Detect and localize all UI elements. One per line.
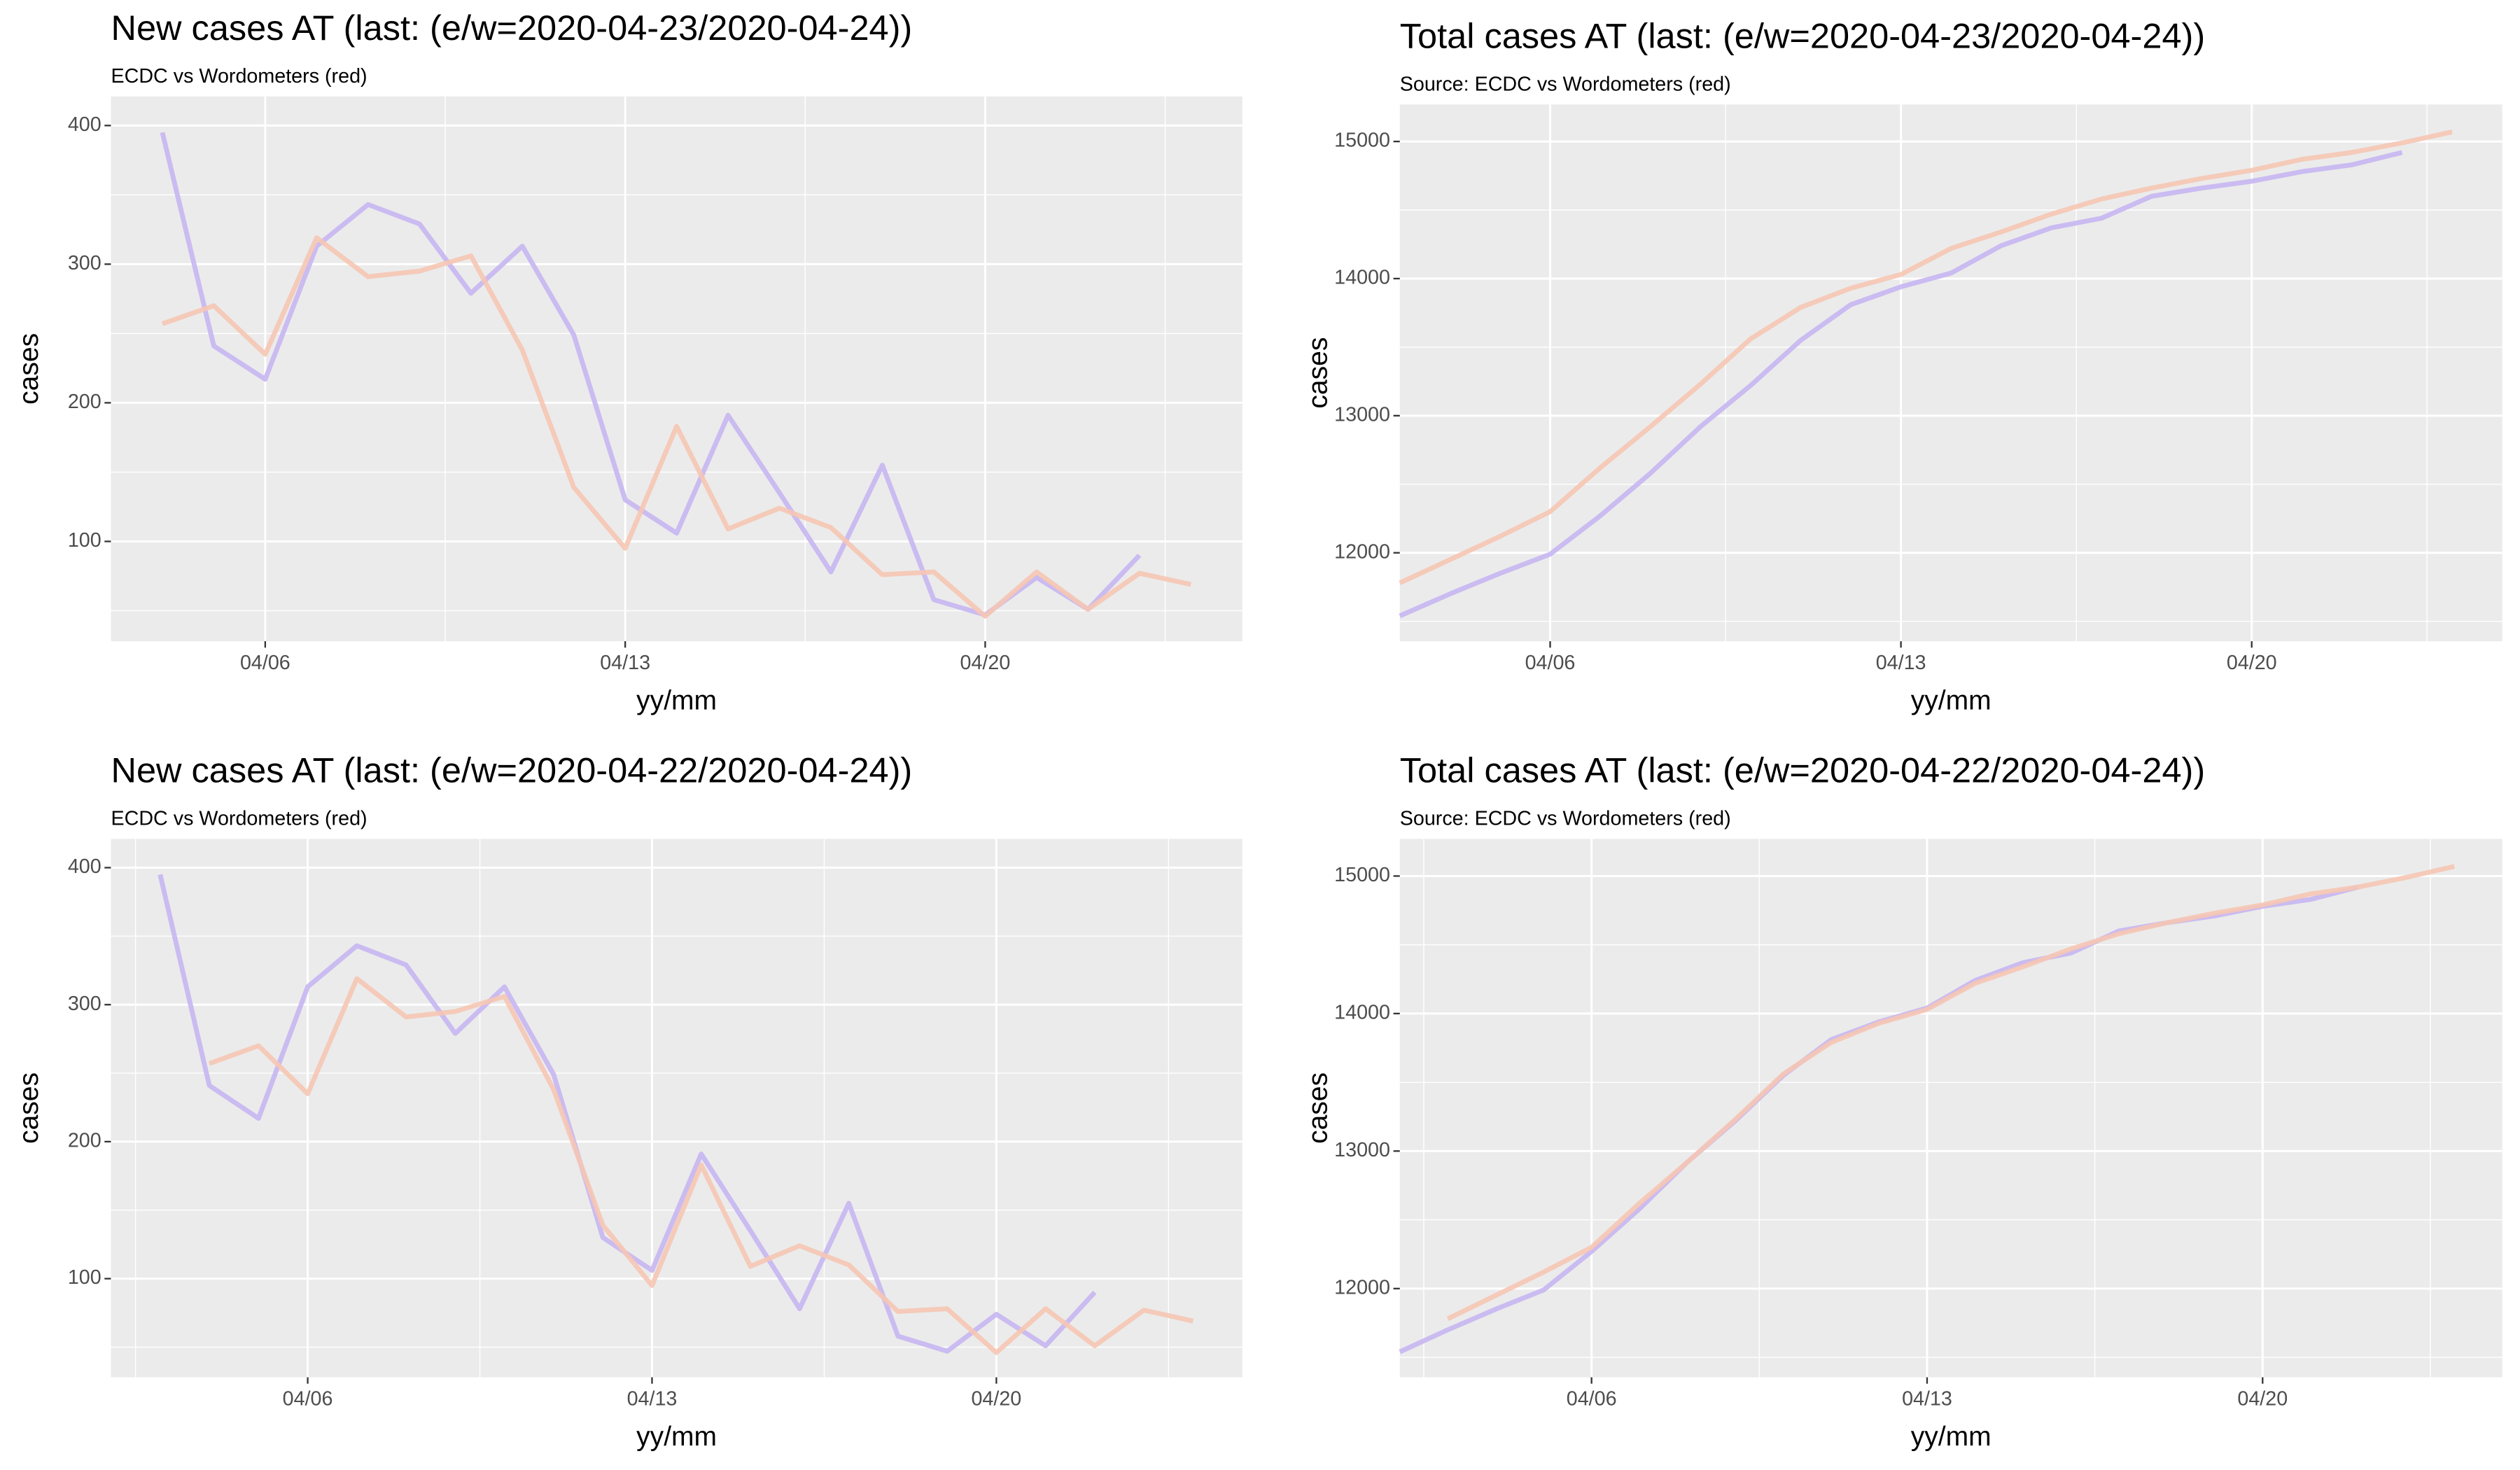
series-line — [161, 235, 1192, 619]
y-tick-label: 12000 — [1334, 1276, 1390, 1298]
y-tick-label: 300 — [68, 993, 102, 1015]
series-line — [1446, 864, 2455, 1322]
chart-title: Total cases AT (last: (e/w=2020-04-22/20… — [1400, 750, 2205, 790]
y-axis-label: cases — [1303, 1072, 1333, 1144]
y-tick-label: 14000 — [1334, 267, 1390, 289]
panel — [111, 839, 1242, 1378]
y-tick-label: 200 — [68, 1130, 102, 1152]
x-tick-label: 04/06 — [240, 652, 290, 674]
x-tick-label: 04/13 — [600, 652, 650, 674]
x-tick-label: 04/20 — [971, 1387, 1021, 1410]
y-tick-label: 100 — [68, 529, 102, 552]
y-tick-label: 14000 — [1334, 1001, 1390, 1023]
series-line — [160, 132, 1142, 617]
y-tick-label: 300 — [68, 252, 102, 274]
series-line — [208, 976, 1194, 1355]
x-axis-label: yy/mm — [1911, 1422, 1991, 1452]
x-tick-label: 04/06 — [1567, 1387, 1617, 1410]
y-axis-label: cases — [1303, 337, 1333, 409]
y-tick-label: 12000 — [1334, 540, 1390, 563]
y-tick-label: 200 — [68, 391, 102, 413]
y-tick-label: 400 — [68, 113, 102, 136]
y-tick-label: 15000 — [1334, 864, 1390, 886]
series-line — [1399, 150, 2403, 618]
chart-title: New cases AT (last: (e/w=2020-04-22/2020… — [111, 750, 912, 790]
chart-subtitle: ECDC vs Wordometers (red) — [111, 65, 367, 88]
chart-title: Total cases AT (last: (e/w=2020-04-23/20… — [1400, 15, 2205, 55]
panel — [1399, 104, 2502, 642]
y-tick-label: 100 — [68, 1266, 102, 1289]
y-tick-label: 13000 — [1334, 403, 1390, 426]
x-tick-label: 04/20 — [2227, 652, 2277, 674]
series-line — [1399, 130, 2453, 585]
y-tick-label: 400 — [68, 855, 102, 878]
y-axis-label: cases — [14, 333, 44, 405]
panel — [111, 96, 1242, 642]
x-tick-label: 04/13 — [1902, 1387, 1952, 1410]
x-axis-label: yy/mm — [636, 1422, 717, 1452]
x-tick-label: 04/20 — [2237, 1387, 2288, 1410]
x-tick-label: 04/06 — [1525, 652, 1576, 674]
y-axis-label: cases — [14, 1072, 44, 1144]
chart-subtitle: Source: ECDC vs Wordometers (red) — [1400, 807, 1731, 830]
x-axis-label: yy/mm — [1911, 686, 1991, 716]
x-tick-label: 04/06 — [283, 1387, 333, 1410]
panel — [1399, 839, 2502, 1378]
y-tick-label: 15000 — [1334, 130, 1390, 152]
chart-title: New cases AT (last: (e/w=2020-04-23/2020… — [111, 8, 912, 48]
y-tick-label: 13000 — [1334, 1139, 1390, 1161]
x-axis-label: yy/mm — [636, 686, 717, 716]
x-tick-label: 04/13 — [1876, 652, 1926, 674]
x-tick-label: 04/13 — [627, 1387, 678, 1410]
x-tick-label: 04/20 — [960, 652, 1011, 674]
chart-subtitle: ECDC vs Wordometers (red) — [111, 807, 367, 830]
chart-subtitle: Source: ECDC vs Wordometers (red) — [1400, 73, 1731, 95]
